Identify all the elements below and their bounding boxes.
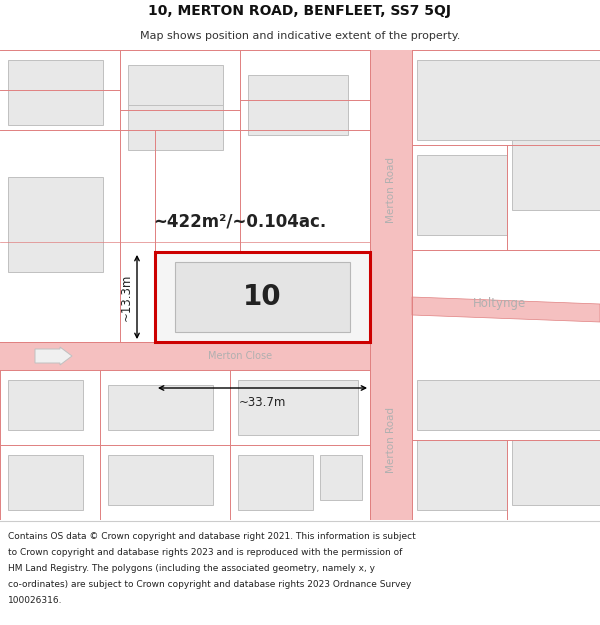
Bar [8,60,103,125]
Bar [8,380,83,430]
Text: ~422m²/~0.104ac.: ~422m²/~0.104ac. [154,213,326,231]
Text: Merton Road: Merton Road [386,157,396,223]
Text: Map shows position and indicative extent of the property.: Map shows position and indicative extent… [140,31,460,41]
Text: co-ordinates) are subject to Crown copyright and database rights 2023 Ordnance S: co-ordinates) are subject to Crown copyr… [8,580,412,589]
Bar [8,455,83,510]
Bar [128,95,223,150]
Bar [248,75,348,135]
Polygon shape [412,297,600,322]
Text: to Crown copyright and database rights 2023 and is reproduced with the permissio: to Crown copyright and database rights 2… [8,548,403,557]
Bar [417,440,507,510]
Bar [417,60,600,140]
Bar [108,455,213,505]
Bar [155,252,370,342]
Text: HM Land Registry. The polygons (including the associated geometry, namely x, y: HM Land Registry. The polygons (includin… [8,564,375,573]
Bar [238,380,358,435]
Text: 100026316.: 100026316. [8,596,62,605]
Bar [512,140,600,210]
Text: 10: 10 [243,283,282,311]
Text: ~33.7m: ~33.7m [239,396,286,409]
Text: Merton Road: Merton Road [386,407,396,473]
Text: Contains OS data © Crown copyright and database right 2021. This information is : Contains OS data © Crown copyright and d… [8,532,416,541]
Bar [417,155,507,235]
Text: Merton Close: Merton Close [208,351,272,361]
Bar [238,455,313,510]
FancyArrow shape [35,347,72,365]
Text: ~13.3m: ~13.3m [120,273,133,321]
Bar [128,65,223,105]
Bar [512,440,600,505]
Bar [417,380,600,430]
Bar [8,177,103,272]
Bar [108,385,213,430]
Bar [370,50,412,520]
Bar [0,342,370,370]
Bar [320,455,362,500]
Bar [175,262,350,332]
Text: Holtynge: Holtynge [473,298,527,311]
Text: 10, MERTON ROAD, BENFLEET, SS7 5QJ: 10, MERTON ROAD, BENFLEET, SS7 5QJ [149,4,452,18]
